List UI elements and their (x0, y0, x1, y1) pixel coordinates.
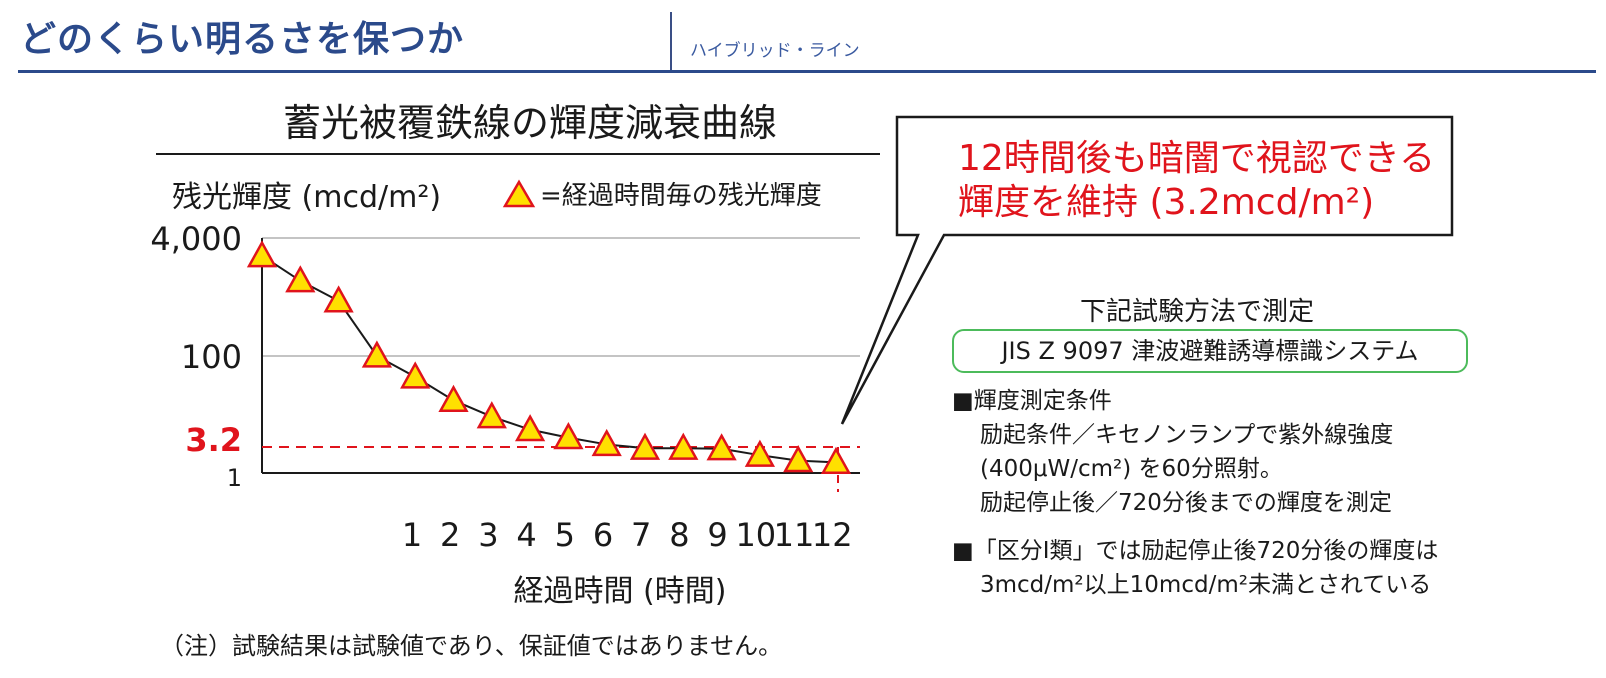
header-rule (18, 70, 1596, 73)
legend-label: =経過時間毎の残光輝度 (540, 181, 822, 211)
x-tick-label: 2 (440, 516, 460, 554)
data-point (285, 265, 316, 293)
y-tick-label: 100 (181, 338, 242, 376)
callout-line-1: 12時間後も暗闇で視認できる (958, 138, 1436, 179)
classification-note: ■「区分Ⅰ類」では励起停止後720分後の輝度は 3mcd/m²以上10mcd/m… (952, 534, 1438, 602)
x-tick-label: 12 (812, 516, 853, 554)
data-point (400, 361, 431, 389)
data-point (476, 401, 507, 429)
conditions-heading: ■輝度測定条件 (952, 388, 1112, 414)
classification-line-1: ■「区分Ⅰ類」では励起停止後720分後の輝度は (952, 538, 1439, 564)
data-point (361, 340, 393, 368)
data-point (668, 432, 699, 460)
callout-line-2: 輝度を維持 (3.2mcd/m²) (958, 182, 1375, 223)
x-tick-label: 5 (555, 516, 575, 554)
data-point (591, 428, 622, 457)
y-axis-label: 残光輝度 (mcd/m²) (172, 180, 442, 215)
measurement-conditions: ■輝度測定条件 励起条件／キセノンランプで紫外線強度 (400μW/cm²) を… (952, 384, 1393, 520)
x-tick-label: 11 (774, 516, 815, 554)
callout-text: 12時間後も暗闇で視認できる 輝度を維持 (3.2mcd/m²) (958, 137, 1435, 225)
chart-title-rule (156, 153, 880, 155)
x-tick-label: 7 (631, 516, 651, 554)
series-line (261, 254, 837, 464)
data-point (706, 433, 737, 461)
page-title: どのくらい明るさを保つか (20, 19, 465, 60)
x-tick-label: 1 (402, 516, 422, 554)
x-axis-label: 経過時間 (時間) (513, 574, 727, 609)
classification-line-2: 3mcd/m²以上10mcd/m²未満とされている (980, 572, 1432, 598)
chart-title: 蓄光被覆鉄線の輝度減衰曲線 (282, 101, 777, 145)
callout-bubble (840, 115, 1454, 425)
legend-triangle-icon (502, 179, 536, 207)
disclaimer-note: （注）試験結果は試験値であり、保証値ではありません。 (160, 632, 783, 660)
y-tick-label: 4,000 (150, 220, 242, 258)
x-tick-label: 9 (707, 516, 727, 554)
data-point (553, 422, 584, 450)
data-point (820, 446, 852, 474)
data-point (514, 414, 546, 442)
method-standard-box: JIS Z 9097 津波避難誘導標識システム (952, 329, 1468, 373)
header-divider (670, 12, 672, 70)
header-subtitle: ハイブリッド・ライン (690, 41, 860, 61)
x-tick-label: 4 (516, 516, 536, 554)
conditions-line-3: 励起停止後／720分後までの輝度を測定 (980, 490, 1392, 516)
reference-label: 3.2 (185, 421, 242, 459)
data-point (629, 432, 661, 460)
data-point (744, 439, 776, 467)
data-point (246, 240, 278, 268)
conditions-line-1: 励起条件／キセノンランプで紫外線強度 (980, 422, 1394, 448)
data-point (438, 384, 469, 412)
y-tick-label: 1 (227, 464, 242, 492)
conditions-line-2: (400μW/cm²) を60分照射。 (980, 456, 1283, 482)
chart-legend: =経過時間毎の残光輝度 (502, 175, 822, 212)
method-title: 下記試験方法で測定 (1080, 297, 1315, 327)
x-tick-label: 8 (669, 516, 689, 554)
data-point (783, 445, 814, 473)
x-tick-label: 10 (735, 516, 776, 554)
x-tick-label: 3 (478, 516, 498, 554)
x-tick-label: 6 (593, 516, 613, 554)
data-point (323, 285, 354, 313)
